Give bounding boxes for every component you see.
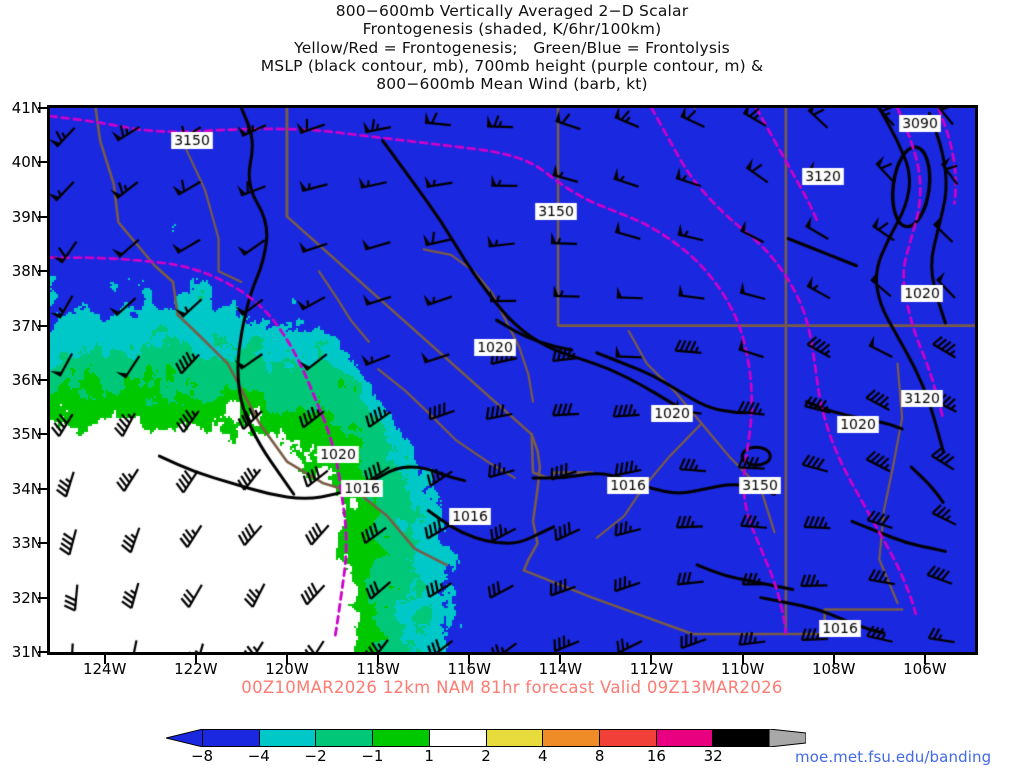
title-line-5: 800−600mb Mean Wind (barb, kt) [376,75,648,94]
colorbar[interactable] [166,729,806,765]
colorbar-tick-label: 1 [424,747,434,765]
longitude-tick-label: 120W [265,660,309,678]
longitude-tick-mark [559,655,562,664]
longitude-tick-mark [103,655,106,664]
colorbar-band [372,729,429,747]
colorbar-tick-label: −4 [247,747,270,765]
latitude-tick-label: 32N [11,588,42,607]
frontogenesis-shaded-field [50,108,975,652]
latitude-tick-label: 37N [11,316,42,335]
colorbar-tick-label: 2 [481,747,491,765]
colorbar-tick-label: 32 [703,747,723,765]
longitude-tick-mark [923,655,926,664]
longitude-tick-mark [468,655,471,664]
longitude-tick-label: 110W [720,660,765,678]
longitude-tick-mark [285,655,288,664]
colorbar-band [258,729,316,747]
longitude-tick-label: 118W [356,660,400,678]
colorbar-band [655,729,713,747]
latitude-tick-label: 35N [11,425,42,444]
colorbar-band [598,729,656,747]
longitude-tick-mark [377,655,380,664]
latitude-tick-mark [38,542,47,545]
latitude-tick-mark [38,433,47,436]
latitude-tick-mark [38,161,47,164]
title-line-4: MSLP (black contour, mb), 700mb height (… [260,56,764,75]
forecast-caption: 00Z10MAR2026 12km NAM 81hr forecast Vali… [241,678,783,697]
latitude-tick-mark [38,324,47,327]
latitude-tick-label: 34N [11,479,42,498]
longitude-tick-mark [741,655,744,664]
longitude-tick-label: 112W [629,660,674,678]
latitude-tick-mark [38,215,47,218]
chart-title-block: 800−600mb Vertically Averaged 2−D Scalar… [0,2,1024,93]
latitude-tick-label: 38N [11,262,42,281]
colorbar-tick-label: 16 [646,747,666,765]
latitude-tick-mark [38,379,47,381]
colorbar-band [202,729,259,747]
longitude-tick-mark [194,655,197,664]
latitude-tick-label: 36N [11,371,42,389]
latitude-tick-label: 39N [11,207,42,226]
source-watermark: moe.met.fsu.edu/banding [795,748,992,766]
colorbar-band [428,729,486,747]
colorbar-band [315,729,373,747]
colorbar-cells [202,729,771,747]
colorbar-tick-label: 4 [538,747,548,765]
title-line-1: 800−600mb Vertically Averaged 2−D Scalar [335,2,689,20]
map-plot-area[interactable] [47,105,978,655]
colorbar-band [712,729,771,747]
longitude-tick-mark [832,655,835,664]
latitude-tick-mark [38,270,47,273]
longitude-tick-label: 114W [538,660,583,678]
longitude-tick-label: 106W [903,660,947,678]
colorbar-tick-label: −2 [304,747,327,765]
colorbar-under-arrow-icon [166,729,203,747]
latitude-tick-label: 41N [11,99,42,117]
colorbar-tick-label: −8 [190,747,214,765]
latitude-tick-label: 40N [11,153,42,172]
colorbar-tick-label: −1 [361,747,384,765]
colorbar-band [485,729,543,747]
title-line-2: Frontogenesis (shaded, K/6hr/100km) [362,20,662,39]
longitude-tick-label: 124W [82,660,127,678]
title-line-3: Yellow/Red = Frontogenesis; Green/Blue =… [294,38,730,57]
latitude-tick-mark [38,487,47,490]
colorbar-tick-label: 8 [594,747,605,765]
longitude-tick-label: 122W [174,660,218,678]
colorbar-band [542,729,599,747]
latitude-tick-mark [38,596,47,599]
longitude-tick-label: 108W [812,660,856,678]
latitude-tick-mark [38,107,47,109]
latitude-tick-label: 33N [11,534,42,553]
latitude-tick-mark [38,651,47,653]
latitude-tick-label: 31N [11,643,42,661]
longitude-tick-mark [650,655,653,664]
colorbar-over-arrow-icon [769,729,806,747]
longitude-tick-label: 116W [447,660,491,678]
